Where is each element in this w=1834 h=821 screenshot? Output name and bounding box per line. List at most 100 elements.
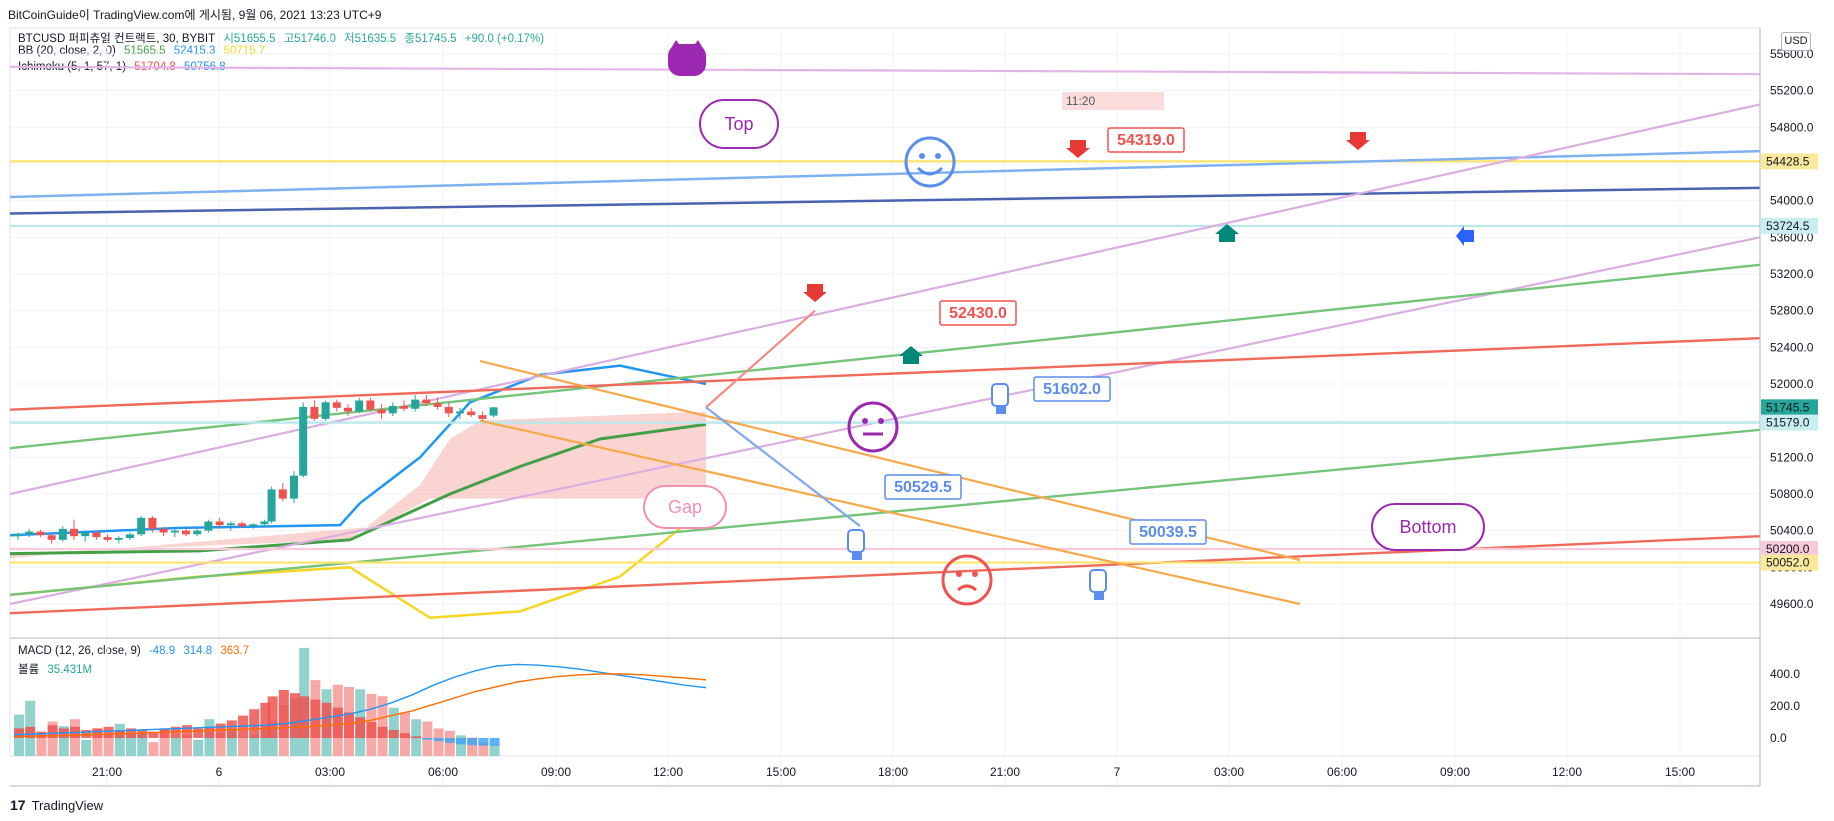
x-tick-label: 12:00 bbox=[1552, 765, 1582, 779]
candle-body bbox=[81, 532, 90, 537]
macd-hist-bar bbox=[478, 738, 489, 746]
candle-body bbox=[467, 411, 476, 416]
pointing-hand-icon bbox=[1089, 569, 1107, 593]
candle-body bbox=[159, 528, 168, 533]
price-note-52430: 52430.0 bbox=[949, 305, 1007, 322]
volume-bar bbox=[238, 737, 248, 756]
volume-bar bbox=[489, 744, 500, 756]
macd-hist-bar bbox=[290, 693, 300, 738]
candle-body bbox=[344, 407, 352, 412]
candle-body bbox=[267, 489, 276, 522]
callout-top: Top bbox=[724, 114, 753, 134]
volume-bar bbox=[467, 737, 478, 756]
dizzy-face-icon-eye bbox=[956, 571, 962, 577]
ichimoku-cloud bbox=[10, 411, 706, 559]
candle-body bbox=[355, 400, 364, 412]
macd-hist-bar bbox=[14, 728, 24, 738]
volume-bar bbox=[182, 735, 192, 756]
price-change: +90.0 (+0.17%) bbox=[464, 33, 545, 45]
macd-hist-bar bbox=[467, 738, 478, 746]
publish-header: BitCoinGuide이 TradingView.com에 게시됨, 9월 0… bbox=[8, 8, 382, 22]
macd-hist-bar bbox=[388, 730, 399, 738]
volume-legend[interactable]: 볼륨 35.431M bbox=[18, 661, 97, 677]
macd-hist-bar bbox=[400, 733, 410, 738]
currency-label[interactable]: USD bbox=[1781, 32, 1811, 51]
candle-body bbox=[489, 407, 498, 416]
neutral-face-icon-eye bbox=[878, 418, 884, 424]
arrow-up-icon bbox=[1215, 224, 1239, 242]
price-note-51602-box bbox=[1033, 376, 1111, 402]
candle-body bbox=[321, 402, 330, 419]
candle-body bbox=[25, 531, 34, 535]
ohlc-open: 시51655.5 bbox=[223, 33, 276, 45]
volume-value: 35.431M bbox=[47, 664, 93, 676]
macd-hist-bar bbox=[411, 736, 422, 738]
price-note-54319-box bbox=[1107, 127, 1185, 153]
volume-label: 볼륨 bbox=[18, 664, 40, 676]
macd-hist-bar bbox=[344, 712, 354, 738]
macd-legend[interactable]: MACD (12, 26, close, 9) -48.9 314.8 363.… bbox=[18, 645, 254, 657]
candle-body bbox=[366, 400, 375, 410]
pointing-hand-icon bbox=[991, 383, 1009, 407]
price-label-box bbox=[1761, 414, 1818, 431]
projection-down bbox=[705, 406, 861, 527]
x-tick-label: 6 bbox=[216, 765, 223, 779]
callout-top-bubble bbox=[699, 99, 779, 149]
macd-hist-bar bbox=[355, 717, 366, 738]
macd-hist-bar bbox=[321, 702, 332, 738]
macd-line bbox=[13, 663, 707, 736]
callout-bottom: Bottom bbox=[1399, 517, 1456, 537]
candle-body bbox=[377, 409, 386, 414]
macd-hist-bar bbox=[81, 730, 92, 738]
y-tick-label: 53200.0 bbox=[1770, 267, 1814, 281]
macd-hist-bar bbox=[278, 690, 289, 738]
cat-icon bbox=[668, 44, 706, 76]
macd-hist-bar bbox=[267, 696, 278, 738]
candle-body bbox=[400, 406, 408, 409]
x-tick-label: 12:00 bbox=[653, 765, 683, 779]
macd-hist-bar bbox=[332, 707, 343, 738]
macd-hist-bar bbox=[193, 728, 204, 738]
cat-ear-icon bbox=[670, 40, 682, 50]
candle-body bbox=[182, 530, 190, 535]
trend-line-purple-2 bbox=[9, 236, 1761, 606]
macd-hist-bar bbox=[422, 738, 433, 740]
x-tick-label: 7 bbox=[1114, 765, 1121, 779]
macd-hist-bar bbox=[47, 725, 58, 738]
dizzy-face-icon-mouth bbox=[957, 584, 977, 592]
macd-hist-bar bbox=[433, 738, 444, 742]
candle-body bbox=[148, 517, 157, 529]
candle-body bbox=[332, 402, 341, 408]
bb-basis-line bbox=[9, 422, 707, 556]
macd-tick-label: 200.0 bbox=[1770, 699, 1800, 713]
volume-bar bbox=[103, 735, 114, 756]
macd-hist-bar bbox=[137, 730, 148, 738]
volume-bar bbox=[260, 726, 271, 756]
price-note-52430-box bbox=[939, 300, 1017, 326]
chart-frame bbox=[9, 27, 1761, 757]
smile-face-icon-eye bbox=[935, 153, 941, 159]
symbol-legend[interactable]: BTCUSD 퍼피츄얼 컨트랙트, 30, BYBIT 시51655.5 고51… bbox=[18, 30, 549, 46]
candle-body bbox=[260, 521, 269, 525]
volume-bar bbox=[92, 728, 103, 756]
macd-hist-bar bbox=[377, 726, 388, 738]
macd-hist-bar bbox=[444, 738, 455, 743]
x-tick-label: 15:00 bbox=[766, 765, 796, 779]
trend-line-red-2 bbox=[9, 534, 1761, 615]
time-marker: 11:20 bbox=[1062, 92, 1164, 110]
dizzy-face-icon bbox=[941, 554, 993, 606]
candle-body bbox=[290, 475, 298, 499]
macd-hist-bar bbox=[103, 726, 114, 738]
x-tick-label: 15:00 bbox=[1665, 765, 1695, 779]
price-label-box bbox=[1761, 541, 1818, 557]
cat-ear-icon bbox=[692, 40, 704, 50]
footer-brand[interactable]: 17 TradingView bbox=[10, 797, 103, 813]
y-tick-label: 55200.0 bbox=[1770, 84, 1814, 98]
macd-hist-bar bbox=[456, 738, 466, 745]
macd-hist-bar bbox=[36, 731, 47, 738]
trend-line-top bbox=[9, 65, 1761, 76]
volume-bar bbox=[249, 735, 260, 756]
macd-hist-bar bbox=[489, 738, 500, 746]
pointing-hand-icon-cuff bbox=[1094, 592, 1104, 600]
